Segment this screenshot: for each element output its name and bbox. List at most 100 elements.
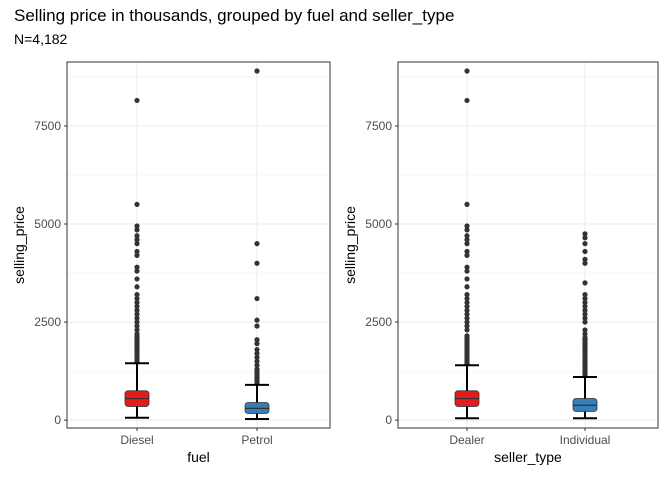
outlier-point: [134, 248, 140, 255]
x-axis-title: seller_type: [494, 449, 562, 465]
outlier-point: [464, 233, 470, 239]
outlier-point: [254, 317, 260, 323]
outlier-point: [464, 248, 470, 255]
outlier-point: [254, 295, 260, 302]
box-diesel: [124, 97, 150, 419]
outlier-point: [254, 68, 260, 74]
outlier-point: [134, 252, 140, 258]
outlier-point: [134, 268, 140, 274]
outlier-point: [582, 307, 588, 313]
outlier-point: [582, 235, 588, 241]
outlier-point: [254, 358, 260, 364]
outlier-point: [134, 307, 140, 313]
outlier-point: [464, 311, 470, 317]
outlier-point: [464, 97, 470, 104]
outlier-point: [254, 260, 260, 266]
outlier-point: [464, 292, 470, 298]
outlier-point: [134, 276, 140, 282]
panel-border: [66, 61, 331, 429]
y-axis-title: selling_price: [342, 206, 358, 284]
box-petrol: [244, 68, 270, 420]
outlier-point: [464, 264, 470, 270]
box-dealer: [454, 68, 480, 420]
plot-background: [398, 62, 658, 428]
y-tick-label: 0: [385, 413, 392, 427]
y-axis-title: selling_price: [11, 206, 27, 284]
outlier-point: [464, 201, 470, 207]
y-tick-label: 5000: [365, 217, 392, 231]
outlier-point: [464, 284, 470, 290]
x-tick-label: Petrol: [241, 433, 272, 447]
outlier-point: [464, 276, 470, 282]
panel-border: [397, 61, 659, 429]
outlier-point: [464, 252, 470, 258]
y-tick-label: 7500: [34, 119, 61, 133]
outlier-point: [254, 341, 260, 347]
outlier-point: [582, 311, 588, 317]
outlier-point: [464, 227, 470, 233]
outlier-point: [134, 295, 140, 302]
outlier-point: [464, 333, 470, 339]
outlier-point: [582, 241, 588, 247]
outlier-point: [254, 241, 260, 247]
outlier-point: [464, 327, 470, 333]
outlier-point: [134, 284, 140, 290]
outlier-point: [134, 323, 140, 329]
outlier-point: [134, 237, 140, 243]
outlier-point: [254, 366, 260, 372]
box-individual: [572, 231, 598, 420]
outlier-point: [464, 223, 470, 229]
outlier-point: [134, 223, 140, 229]
outlier-point: [254, 362, 260, 368]
panel-1: 0 2500 5000 7500 Diesel Petrol fuel selling_pri…: [11, 61, 331, 465]
panel-2: 0 2500 5000 7500 Dealer Individual seller_type…: [342, 61, 659, 465]
outlier-point: [254, 346, 260, 353]
y-tick-label: 2500: [365, 315, 392, 329]
outlier-point: [464, 307, 470, 313]
outlier-point: [134, 97, 140, 104]
outlier-point: [582, 295, 588, 302]
outlier-point: [464, 299, 470, 306]
x-tick-label: Individual: [560, 433, 611, 447]
outlier-point: [582, 299, 588, 306]
outlier-point: [464, 241, 470, 247]
outlier-point: [464, 295, 470, 302]
outlier-point: [464, 268, 470, 274]
page-subtitle: N=4,182: [14, 31, 68, 47]
outlier-point: [134, 303, 140, 309]
outlier-point: [464, 237, 470, 243]
page-title: Selling price in thousands, grouped by f…: [14, 6, 455, 25]
outlier-point: [134, 331, 140, 337]
outlier-point: [464, 68, 470, 74]
y-tick-label: 2500: [34, 315, 61, 329]
outlier-point: [582, 256, 588, 262]
y-tick-label: 0: [54, 413, 61, 427]
outlier-point: [464, 303, 470, 309]
outlier-point: [254, 350, 260, 357]
x-axis-title: fuel: [187, 449, 210, 465]
outlier-point: [134, 299, 140, 306]
outlier-point: [134, 327, 140, 333]
outlier-point: [464, 323, 470, 329]
outlier-point: [582, 260, 588, 266]
outlier-point: [582, 303, 588, 309]
x-tick-label: Diesel: [120, 433, 153, 447]
outlier-point: [582, 231, 588, 237]
x-tick-label: Dealer: [449, 433, 484, 447]
outlier-point: [134, 319, 140, 325]
outlier-point: [134, 264, 140, 270]
outlier-point: [134, 227, 140, 233]
outlier-point: [134, 201, 140, 207]
outlier-point: [582, 319, 588, 325]
outlier-point: [134, 315, 140, 321]
y-tick-label: 5000: [34, 217, 61, 231]
outlier-point: [254, 337, 260, 343]
outlier-point: [582, 335, 588, 341]
y-tick-label: 7500: [365, 119, 392, 133]
outlier-point: [254, 354, 260, 360]
plot-background: [67, 62, 330, 428]
outlier-point: [134, 233, 140, 239]
outlier-point: [254, 323, 260, 329]
outlier-point: [464, 315, 470, 321]
